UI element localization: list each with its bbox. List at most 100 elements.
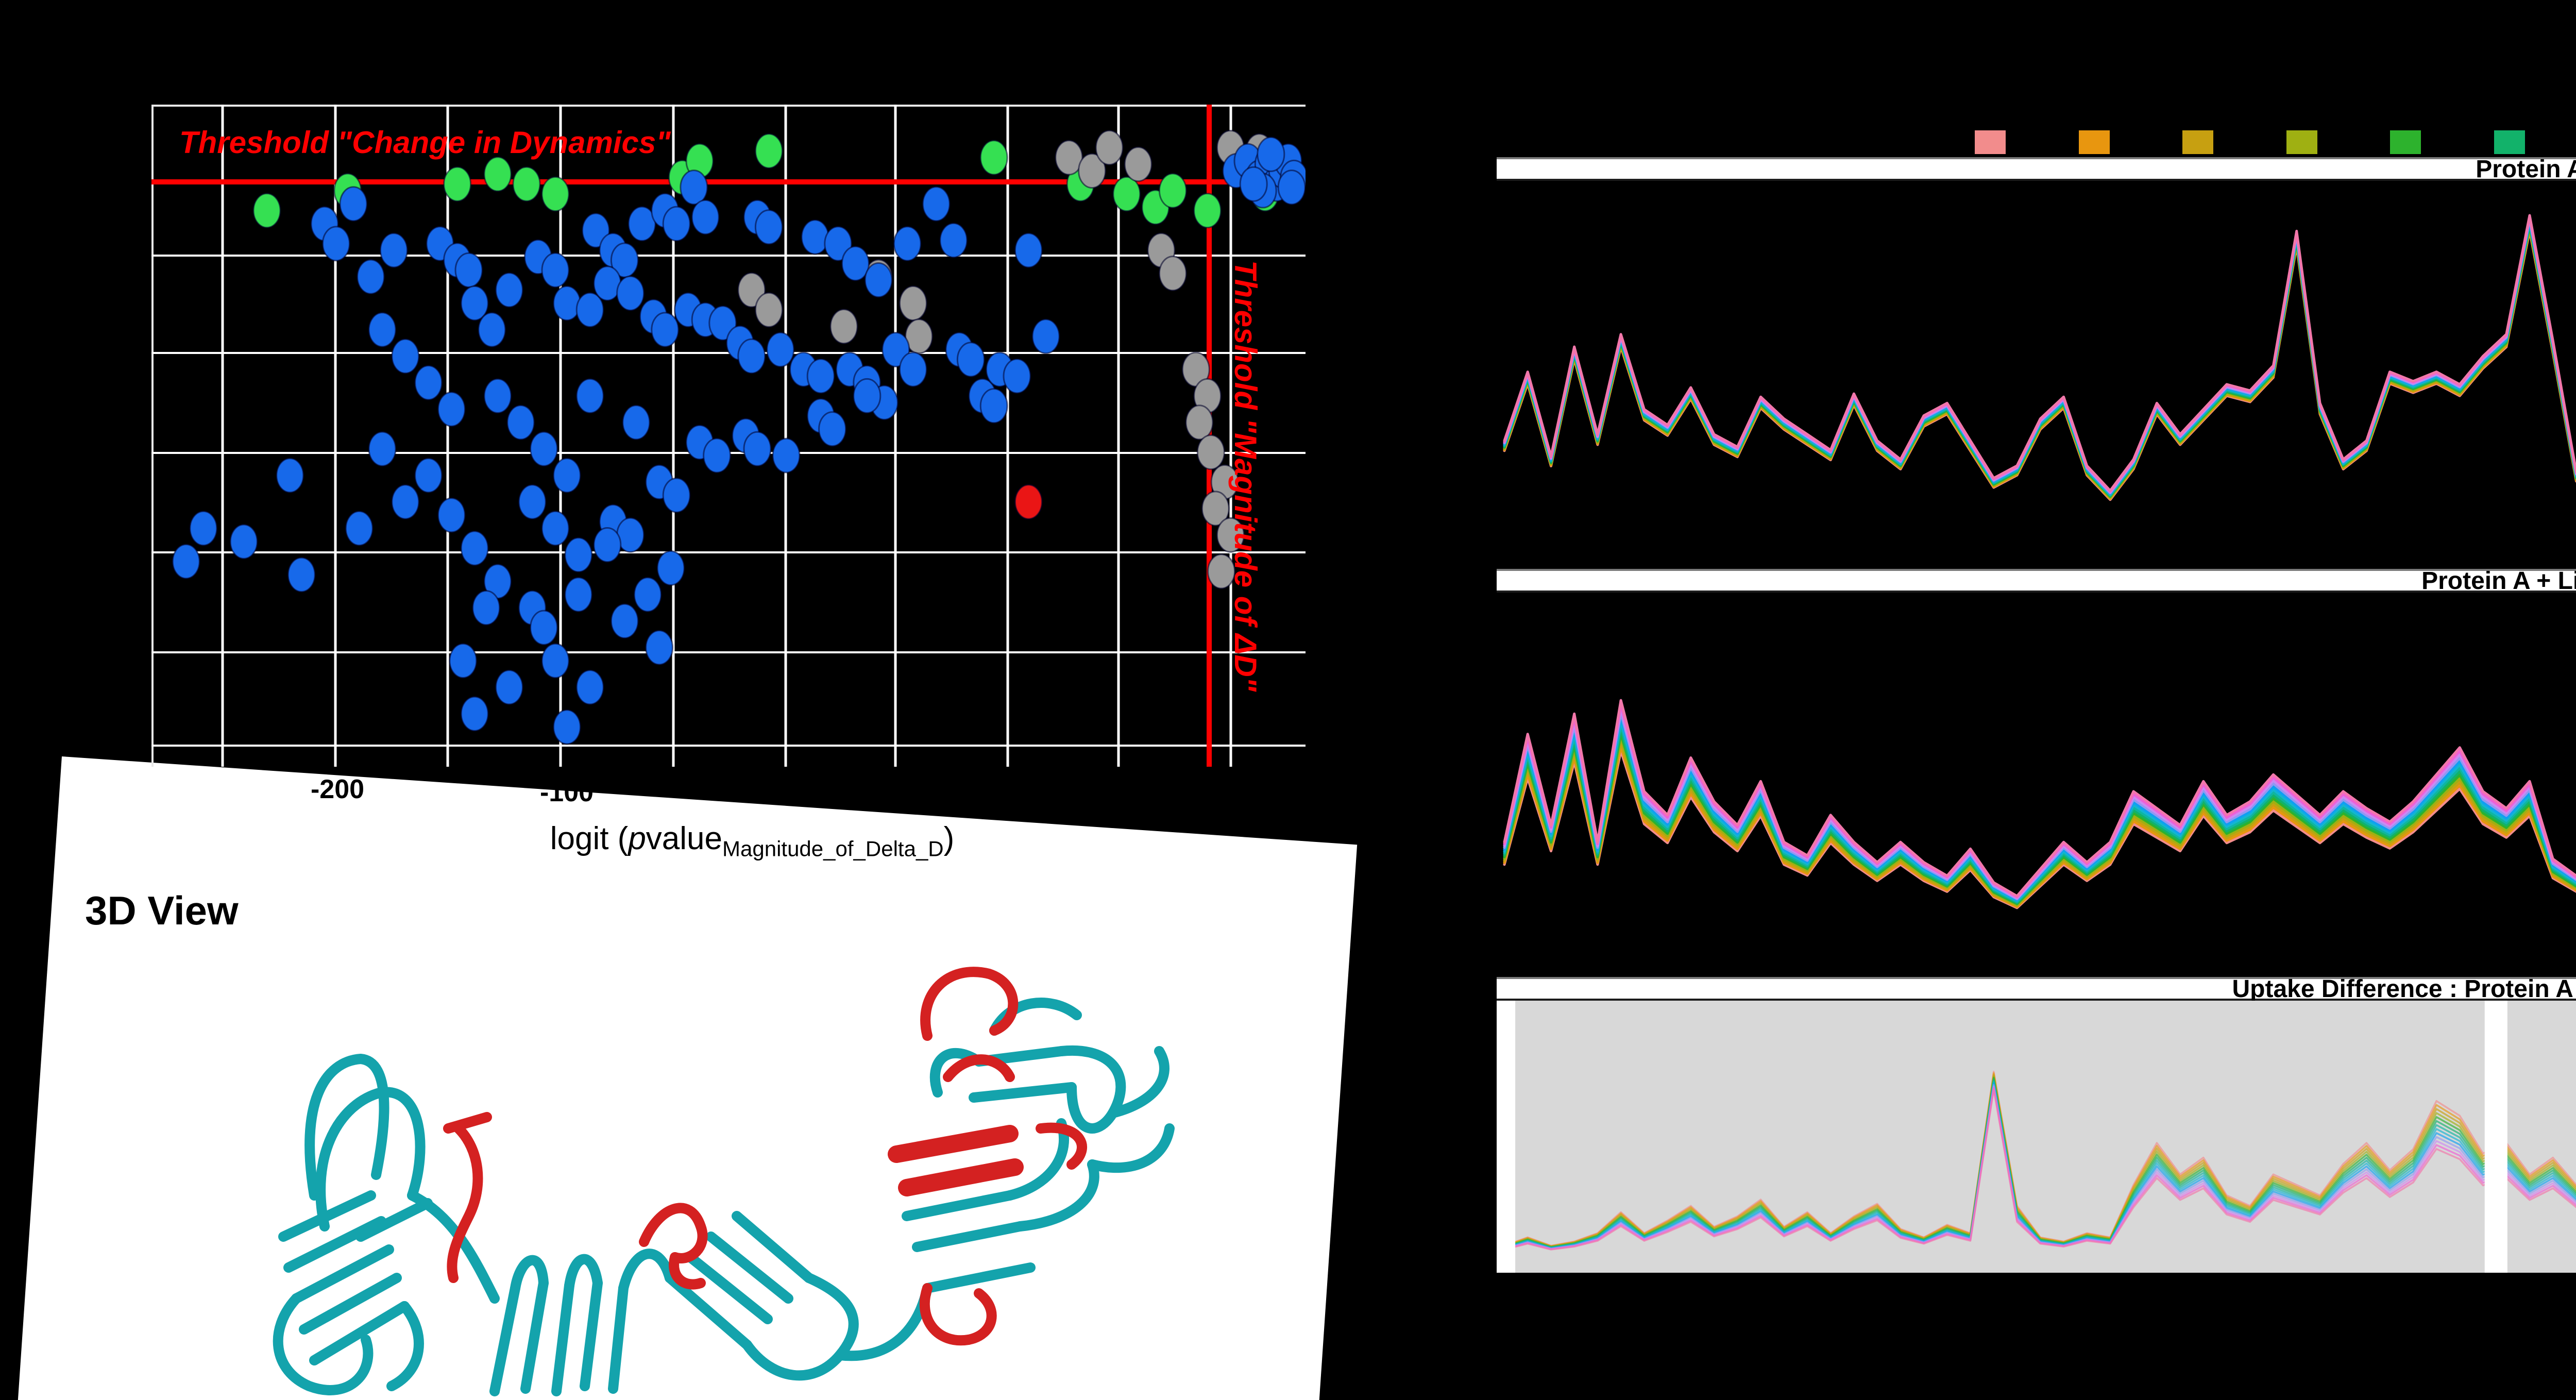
scatter-point[interactable] bbox=[252, 193, 281, 229]
legend-swatch-4[interactable] bbox=[2286, 130, 2317, 154]
scatter-point[interactable] bbox=[391, 484, 420, 520]
scatter-point[interactable] bbox=[979, 388, 1008, 424]
scatter-point[interactable] bbox=[680, 170, 708, 206]
scatter-point[interactable] bbox=[460, 530, 489, 566]
scatter-point[interactable] bbox=[737, 338, 766, 374]
scatter-point[interactable] bbox=[478, 312, 506, 348]
scatter-point[interactable] bbox=[368, 312, 397, 348]
scatter-point[interactable] bbox=[662, 206, 691, 242]
scatter-point[interactable] bbox=[552, 458, 581, 494]
scatter-point[interactable] bbox=[766, 331, 795, 367]
scatter-point[interactable] bbox=[593, 527, 622, 563]
protein-structure[interactable] bbox=[206, 907, 1391, 1400]
scatter-point[interactable] bbox=[552, 709, 581, 745]
scatter-point[interactable] bbox=[276, 458, 304, 494]
scatter-point[interactable] bbox=[357, 259, 385, 295]
scatter-point[interactable] bbox=[754, 292, 783, 328]
scatter-point[interactable] bbox=[483, 156, 512, 192]
scatter-point[interactable] bbox=[1201, 491, 1230, 527]
scatter-point[interactable] bbox=[541, 176, 570, 212]
scatter-point[interactable] bbox=[645, 630, 674, 666]
scatter-point[interactable] bbox=[1014, 232, 1043, 268]
scatter-point[interactable] bbox=[801, 219, 829, 255]
legend-swatch-6[interactable] bbox=[2494, 130, 2525, 154]
scatter-point[interactable] bbox=[1185, 404, 1214, 441]
scatter-point[interactable] bbox=[472, 590, 501, 626]
scatter-point[interactable] bbox=[939, 222, 968, 258]
scatter-point[interactable] bbox=[391, 338, 420, 374]
scatter-point[interactable] bbox=[829, 308, 858, 344]
scatter-point[interactable] bbox=[1193, 193, 1222, 229]
scatter-point[interactable] bbox=[622, 404, 651, 441]
scatter-point[interactable] bbox=[743, 431, 772, 467]
scatter-point[interactable] bbox=[1095, 130, 1124, 166]
scatter-point[interactable] bbox=[864, 262, 893, 298]
scatter-point[interactable] bbox=[1257, 136, 1285, 172]
scatter-point[interactable] bbox=[899, 285, 927, 321]
scatter-point[interactable] bbox=[541, 643, 570, 679]
scatter-point[interactable] bbox=[495, 669, 523, 705]
scatter-point[interactable] bbox=[818, 411, 847, 447]
scatter-point[interactable] bbox=[483, 378, 512, 414]
scatter-point[interactable] bbox=[806, 358, 835, 394]
chart-protein-a-ligand[interactable] bbox=[1497, 593, 2576, 976]
scatter-point[interactable] bbox=[1239, 166, 1268, 202]
scatter-point[interactable] bbox=[189, 510, 218, 546]
scatter-point[interactable] bbox=[1055, 140, 1083, 176]
scatter-point[interactable] bbox=[633, 577, 662, 613]
scatter-point[interactable] bbox=[841, 245, 870, 281]
scatter-point[interactable] bbox=[1196, 434, 1225, 470]
scatter-point[interactable] bbox=[518, 484, 547, 520]
scatter-point[interactable] bbox=[443, 166, 472, 202]
scatter-point[interactable] bbox=[541, 252, 570, 288]
scatter-point[interactable] bbox=[530, 431, 558, 467]
scatter-point[interactable] bbox=[512, 166, 541, 202]
scatter-point[interactable] bbox=[691, 199, 720, 235]
scatter-point[interactable] bbox=[1158, 173, 1187, 209]
legend-swatch-5[interactable] bbox=[2390, 130, 2421, 154]
scatter-point[interactable] bbox=[893, 226, 922, 262]
volcano-plot[interactable] bbox=[151, 105, 1306, 767]
scatter-point[interactable] bbox=[460, 285, 489, 321]
scatter-point[interactable] bbox=[956, 342, 985, 378]
chart-protein-a[interactable] bbox=[1497, 181, 2576, 567]
scatter-point[interactable] bbox=[656, 550, 685, 586]
scatter-point[interactable] bbox=[1277, 170, 1306, 206]
legend-swatch-1[interactable] bbox=[1975, 130, 2006, 154]
scatter-point[interactable] bbox=[703, 437, 732, 474]
scatter-point[interactable] bbox=[321, 226, 350, 262]
scatter-point[interactable] bbox=[754, 209, 783, 245]
scatter-point[interactable] bbox=[1031, 318, 1060, 355]
scatter-point[interactable] bbox=[575, 669, 604, 705]
scatter-point[interactable] bbox=[616, 275, 645, 311]
scatter-point[interactable] bbox=[437, 497, 466, 533]
scatter-point[interactable] bbox=[754, 133, 783, 169]
scatter-point[interactable] bbox=[287, 556, 316, 593]
scatter-point[interactable] bbox=[651, 312, 680, 348]
scatter-point[interactable] bbox=[575, 378, 604, 414]
scatter-point[interactable] bbox=[575, 292, 604, 328]
scatter-point[interactable] bbox=[437, 391, 466, 427]
scatter-point[interactable] bbox=[345, 510, 374, 546]
scatter-point[interactable] bbox=[564, 577, 593, 613]
scatter-point[interactable] bbox=[1216, 517, 1245, 553]
scatter-point[interactable] bbox=[979, 140, 1008, 176]
scatter-point[interactable] bbox=[460, 696, 489, 732]
scatter-point[interactable] bbox=[379, 232, 408, 268]
scatter-point[interactable] bbox=[449, 643, 478, 679]
scatter-point[interactable] bbox=[506, 404, 535, 441]
scatter-point[interactable] bbox=[772, 437, 801, 474]
scatter-point[interactable] bbox=[454, 252, 483, 288]
scatter-point[interactable] bbox=[1158, 256, 1187, 292]
scatter-point[interactable] bbox=[172, 544, 200, 580]
scatter-point[interactable] bbox=[1003, 358, 1031, 394]
scatter-point[interactable] bbox=[552, 285, 581, 321]
scatter-point[interactable] bbox=[339, 186, 368, 222]
legend-swatch-2[interactable] bbox=[2078, 130, 2110, 154]
legend-swatch-3[interactable] bbox=[2182, 130, 2214, 154]
scatter-point[interactable] bbox=[922, 186, 951, 222]
scatter-point[interactable] bbox=[564, 537, 593, 573]
scatter-point[interactable] bbox=[414, 458, 443, 494]
scatter-point[interactable] bbox=[229, 524, 258, 560]
chart-uptake-difference[interactable] bbox=[1497, 1001, 2576, 1273]
